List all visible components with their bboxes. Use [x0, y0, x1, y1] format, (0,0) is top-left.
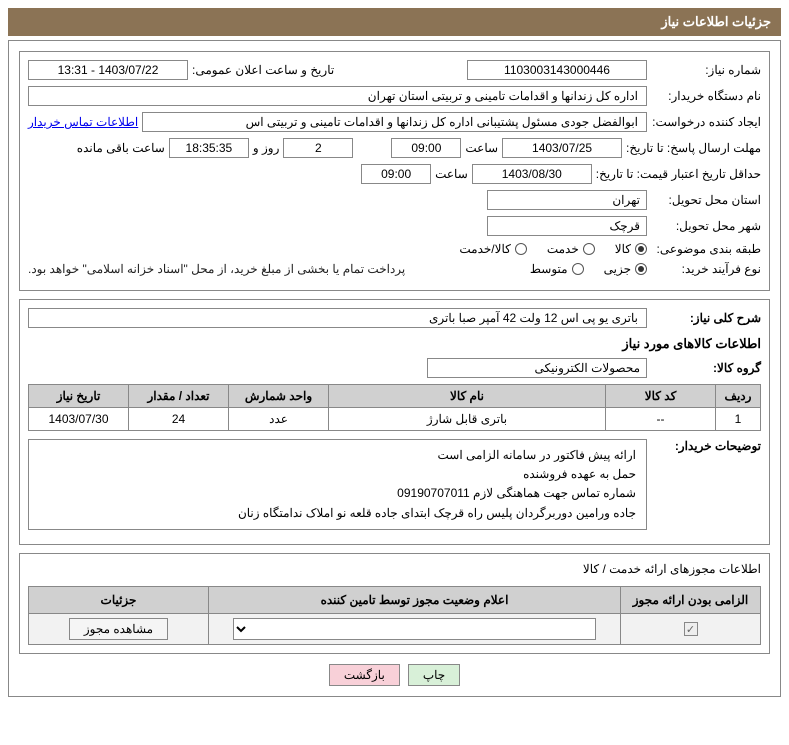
- summary-label: شرح کلی نیاز:: [651, 311, 761, 325]
- requester-label: ایجاد کننده درخواست:: [651, 115, 761, 129]
- time-remaining: 18:35:35: [169, 138, 249, 158]
- permits-title: اطلاعات مجوزهای ارائه خدمت / کالا: [28, 562, 761, 576]
- delivery-city-label: شهر محل تحویل:: [651, 219, 761, 233]
- perm-required-checkbox[interactable]: [684, 622, 698, 636]
- deadline-send-time: 09:00: [391, 138, 461, 158]
- deadline-send-label: مهلت ارسال پاسخ: تا تاریخ:: [626, 141, 761, 155]
- category-label: طبقه بندی موضوعی:: [651, 242, 761, 256]
- action-buttons: چاپ بازگشت: [19, 664, 770, 686]
- min-validity-time: 09:00: [361, 164, 431, 184]
- contact-link[interactable]: اطلاعات تماس خریدار: [28, 115, 138, 129]
- print-button[interactable]: چاپ: [408, 664, 460, 686]
- time-label-2: ساعت: [435, 167, 468, 181]
- radio-circle-icon: [572, 263, 584, 275]
- announce-datetime: 1403/07/22 - 13:31: [28, 60, 188, 80]
- min-validity-label: حداقل تاریخ اعتبار قیمت: تا تاریخ:: [596, 167, 761, 181]
- desc-line4: جاده ورامین دوربرگردان پلیس راه قرچک ابت…: [39, 504, 636, 523]
- view-permit-button[interactable]: مشاهده مجوز: [69, 618, 168, 640]
- radio-service-label: خدمت: [547, 242, 579, 256]
- payment-note: پرداخت تمام یا بخشی از مبلغ خرید، از محل…: [28, 262, 405, 276]
- requester-value: ابوالفضل جودی مسئول پشتیبانی اداره کل زن…: [142, 112, 647, 132]
- col-code: کد کالا: [606, 385, 716, 408]
- perm-col-details: جزئیات: [29, 586, 209, 613]
- radio-medium-label: متوسط: [530, 262, 568, 276]
- days-remaining: 2: [283, 138, 353, 158]
- perm-row: مشاهده مجوز: [29, 613, 761, 644]
- cell-row: 1: [716, 408, 761, 431]
- col-row: ردیف: [716, 385, 761, 408]
- buyer-desc-box: ارائه پیش فاکتور در سامانه الزامی است حم…: [28, 439, 647, 530]
- buyer-org-label: نام دستگاه خریدار:: [651, 89, 761, 103]
- need-no-value: 1103003143000446: [467, 60, 647, 80]
- radio-circle-icon: [635, 263, 647, 275]
- buyer-desc-label: توضیحات خریدار:: [651, 439, 761, 453]
- perm-col-status: اعلام وضعیت مجوز توسط تامین کننده: [209, 586, 621, 613]
- radio-goods-label: کالا: [615, 242, 631, 256]
- group-label: گروه کالا:: [651, 361, 761, 375]
- page-header: جزئیات اطلاعات نیاز: [8, 8, 781, 36]
- goods-table: ردیف کد کالا نام کالا واحد شمارش تعداد /…: [28, 384, 761, 431]
- radio-circle-icon: [515, 243, 527, 255]
- col-qty: تعداد / مقدار: [129, 385, 229, 408]
- radio-both[interactable]: کالا/خدمت: [459, 242, 526, 256]
- cell-qty: 24: [129, 408, 229, 431]
- min-validity-date: 1403/08/30: [472, 164, 592, 184]
- radio-service[interactable]: خدمت: [547, 242, 595, 256]
- days-and-label: روز و: [253, 141, 280, 155]
- col-unit: واحد شمارش: [229, 385, 329, 408]
- desc-line1: ارائه پیش فاکتور در سامانه الزامی است: [39, 446, 636, 465]
- delivery-city: قرچک: [487, 216, 647, 236]
- perm-status-select[interactable]: [233, 618, 596, 640]
- delivery-province: تهران: [487, 190, 647, 210]
- category-radios: کالا خدمت کالا/خدمت: [459, 242, 647, 256]
- col-name: نام کالا: [329, 385, 606, 408]
- cell-code: --: [606, 408, 716, 431]
- process-label: نوع فرآیند خرید:: [651, 262, 761, 276]
- radio-circle-icon: [635, 243, 647, 255]
- col-date: تاریخ نیاز: [29, 385, 129, 408]
- radio-minor-label: جزیی: [604, 262, 631, 276]
- info-section: شماره نیاز: 1103003143000446 تاریخ و ساع…: [19, 51, 770, 291]
- announce-label: تاریخ و ساعت اعلان عمومی:: [192, 63, 334, 77]
- cell-date: 1403/07/30: [29, 408, 129, 431]
- table-row: 1 -- باتری قابل شارژ عدد 24 1403/07/30: [29, 408, 761, 431]
- buyer-org-value: اداره کل زندانها و اقدامات تامینی و تربی…: [28, 86, 647, 106]
- group-value: محصولات الکترونیکی: [427, 358, 647, 378]
- deadline-send-date: 1403/07/25: [502, 138, 622, 158]
- permits-table: الزامی بودن ارائه مجوز اعلام وضعیت مجوز …: [28, 586, 761, 645]
- radio-minor[interactable]: جزیی: [604, 262, 647, 276]
- remaining-suffix: ساعت باقی مانده: [77, 141, 165, 155]
- process-radios: جزیی متوسط: [530, 262, 647, 276]
- delivery-province-label: استان محل تحویل:: [651, 193, 761, 207]
- cell-unit: عدد: [229, 408, 329, 431]
- cell-name: باتری قابل شارژ: [329, 408, 606, 431]
- perm-col-required: الزامی بودن ارائه مجوز: [621, 586, 761, 613]
- radio-circle-icon: [583, 243, 595, 255]
- radio-medium[interactable]: متوسط: [530, 262, 584, 276]
- desc-line3: شماره تماس جهت هماهنگی لازم 09190707011: [39, 484, 636, 503]
- summary-text: باتری یو پی اس 12 ولت 42 آمپر صبا باتری: [28, 308, 647, 328]
- page-title: جزئیات اطلاعات نیاز: [661, 14, 771, 29]
- radio-goods[interactable]: کالا: [615, 242, 647, 256]
- time-label-1: ساعت: [465, 141, 498, 155]
- need-no-label: شماره نیاز:: [651, 63, 761, 77]
- permits-section: اطلاعات مجوزهای ارائه خدمت / کالا الزامی…: [19, 553, 770, 654]
- desc-line2: حمل به عهده فروشنده: [39, 465, 636, 484]
- back-button[interactable]: بازگشت: [329, 664, 400, 686]
- goods-section-title: اطلاعات کالاهای مورد نیاز: [28, 336, 761, 352]
- main-panel: شماره نیاز: 1103003143000446 تاریخ و ساع…: [8, 40, 781, 697]
- summary-and-goods: شرح کلی نیاز: باتری یو پی اس 12 ولت 42 آ…: [19, 299, 770, 545]
- radio-both-label: کالا/خدمت: [459, 242, 510, 256]
